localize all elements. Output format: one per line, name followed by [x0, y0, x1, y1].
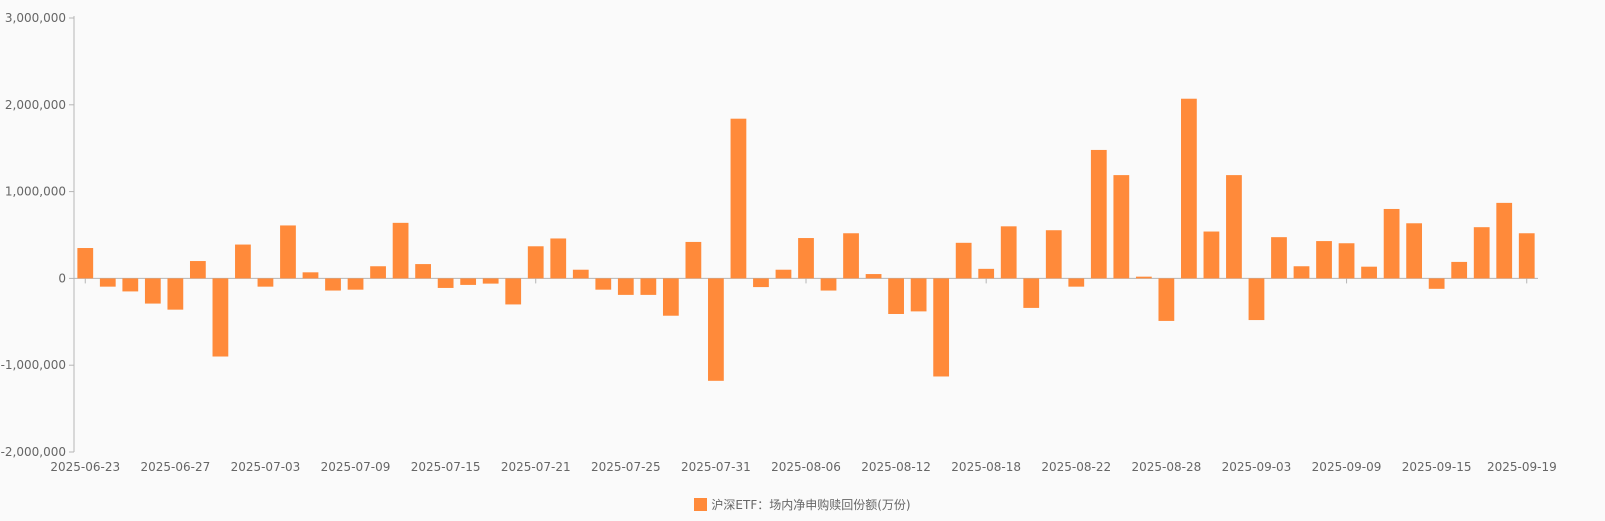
- bar: [144, 278, 161, 304]
- bar: [99, 278, 116, 287]
- bar: [978, 268, 995, 279]
- bar: [1248, 278, 1265, 321]
- bar: [1338, 243, 1355, 279]
- x-tick-label: 2025-08-18: [951, 460, 1021, 474]
- x-tick-label: 2025-07-31: [681, 460, 751, 474]
- y-tick-label: -1,000,000: [1, 358, 66, 372]
- y-tick-label: 3,000,000: [5, 11, 66, 25]
- bar: [595, 278, 612, 290]
- bar: [1023, 278, 1040, 308]
- y-tick-label: 1,000,000: [5, 185, 66, 199]
- x-tick-label: 2025-07-03: [231, 460, 301, 474]
- bar: [753, 278, 769, 288]
- bar: [505, 278, 522, 305]
- bar: [122, 278, 139, 292]
- bar: [167, 278, 184, 310]
- bar: [1135, 276, 1152, 279]
- bar: [1473, 227, 1490, 279]
- bar: [910, 278, 927, 312]
- x-tick-label: 2025-07-15: [411, 460, 481, 474]
- bar: [1045, 230, 1062, 279]
- y-axis: -2,000,000 -1,000,000 0 1,000,000 2,000,000 3…: [1, 11, 75, 459]
- bar: [775, 269, 792, 279]
- bar: [325, 278, 341, 291]
- x-tick-label: 2025-09-15: [1402, 460, 1472, 474]
- bar: [1428, 278, 1445, 289]
- bar: [212, 278, 229, 357]
- x-axis: 2025-06-23 2025-06-27 2025-07-03 2025-07-09…: [50, 277, 1557, 474]
- bar: [1090, 149, 1107, 279]
- x-tick-label: 2025-08-12: [861, 460, 931, 474]
- bar: [1293, 266, 1310, 279]
- bar-series: [77, 98, 1535, 381]
- bar: [550, 238, 567, 279]
- y-tick-label: -2,000,000: [1, 445, 66, 459]
- y-tick-label: 0: [58, 271, 66, 285]
- bar: [77, 248, 94, 279]
- bar: [843, 233, 859, 279]
- bar: [1451, 261, 1468, 279]
- bar: [572, 269, 589, 279]
- bar: [235, 244, 251, 279]
- bar: [1361, 266, 1377, 279]
- bar: [685, 241, 702, 279]
- bar: [280, 225, 296, 279]
- bar: [1518, 233, 1535, 279]
- x-tick-label: 2025-09-03: [1222, 460, 1292, 474]
- legend-swatch: [694, 497, 708, 511]
- x-tick-label: 2025-06-27: [140, 460, 210, 474]
- x-tick-label: 2025-07-25: [591, 460, 661, 474]
- legend[interactable]: 沪深ETF：场内净申购赎回份额(万份): [0, 496, 1605, 512]
- bar: [1113, 175, 1130, 279]
- bar: [437, 278, 454, 288]
- bar: [955, 242, 972, 279]
- bar: [189, 261, 206, 279]
- bar: [460, 278, 477, 285]
- bar: [1226, 175, 1242, 279]
- bar: [1181, 98, 1197, 279]
- bar: [302, 272, 319, 279]
- bar: [1271, 237, 1287, 279]
- bar: [865, 274, 882, 279]
- x-tick-label: 2025-06-23: [50, 460, 120, 474]
- x-tick-label: 2025-07-21: [501, 460, 571, 474]
- bar: [392, 222, 409, 279]
- x-tick-label: 2025-08-22: [1041, 460, 1111, 474]
- bar: [415, 264, 431, 279]
- bar: [1496, 202, 1513, 279]
- bar: [1158, 278, 1175, 321]
- bar: [347, 278, 364, 290]
- bar: [482, 278, 499, 284]
- bar: [1316, 241, 1332, 279]
- x-tick-label: 2025-08-06: [771, 460, 841, 474]
- bar: [640, 278, 657, 295]
- bar: [933, 278, 950, 377]
- bar: [527, 246, 544, 279]
- bar: [257, 278, 274, 287]
- bar: [1000, 226, 1017, 279]
- y-tick-label: 2,000,000: [5, 98, 66, 112]
- bar: [662, 278, 679, 316]
- bar: [730, 118, 747, 279]
- bar: [820, 278, 837, 291]
- bar: [708, 278, 724, 381]
- bar: [370, 266, 386, 279]
- bar: [1068, 278, 1085, 287]
- x-tick-label: 2025-09-09: [1312, 460, 1382, 474]
- bar: [798, 238, 814, 279]
- x-tick-label: 2025-07-09: [321, 460, 391, 474]
- bar: [1203, 231, 1220, 279]
- bar: [617, 278, 634, 295]
- bar: [1383, 208, 1400, 279]
- x-tick-label: 2025-08-28: [1131, 460, 1201, 474]
- bar: [1406, 223, 1423, 279]
- legend-label: 沪深ETF：场内净申购赎回份额(万份): [711, 497, 911, 512]
- x-tick-label: 2025-09-19: [1487, 460, 1557, 474]
- bar: [888, 278, 904, 314]
